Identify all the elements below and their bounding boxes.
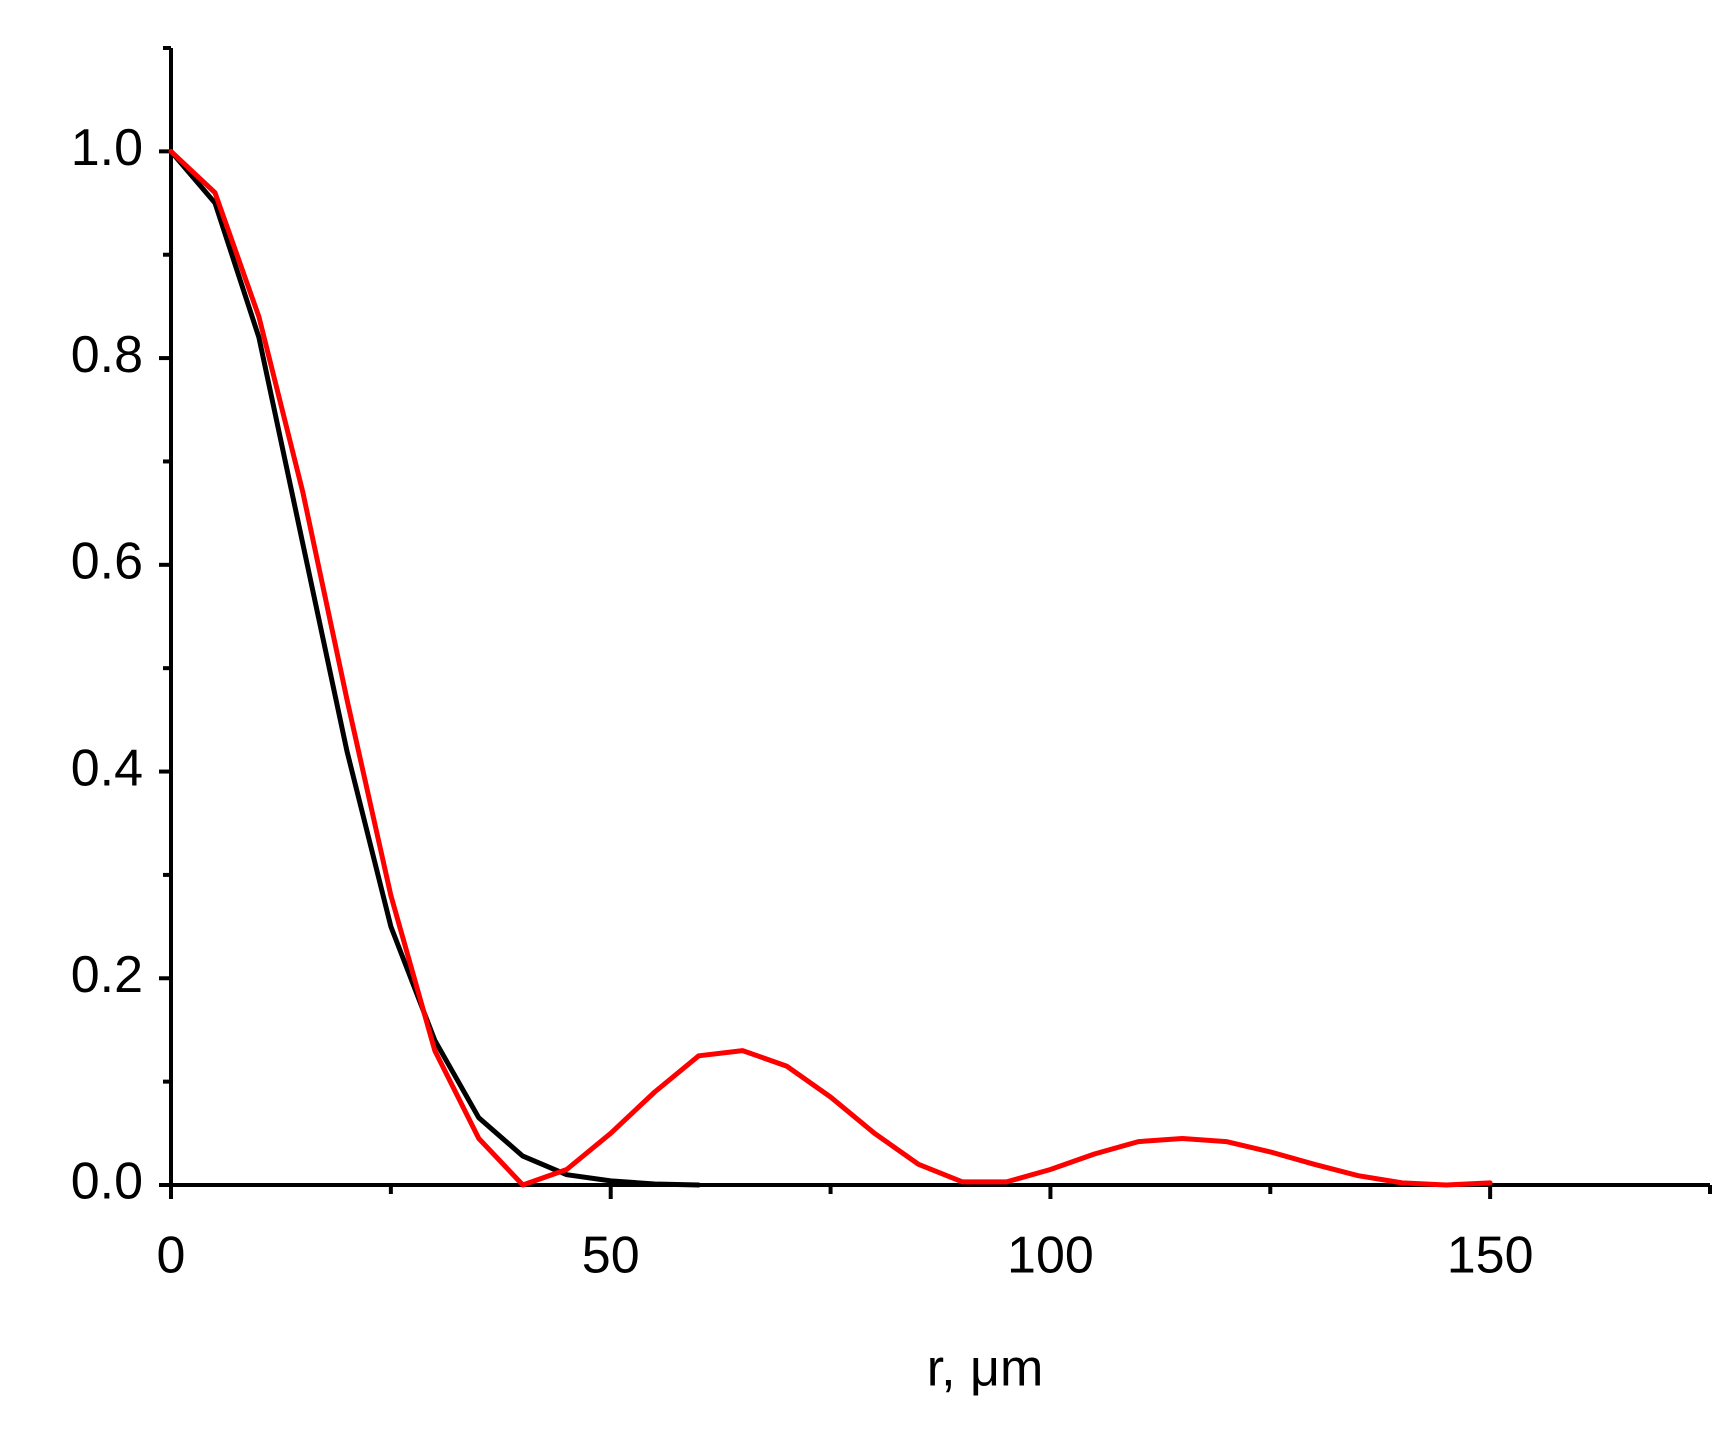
x-tick-label: 50 — [582, 1227, 640, 1285]
line-series — [168, 148, 702, 1188]
x-tick-label: 100 — [1007, 1227, 1094, 1285]
x-tick-label: 150 — [1447, 1227, 1534, 1285]
y-tick-label: 0.6 — [71, 533, 143, 591]
y-tick-label: 0.2 — [71, 946, 143, 1004]
y-tick-label: 0.4 — [71, 739, 143, 797]
y-tick-label: 1.0 — [71, 119, 143, 177]
x-axis-label: r, μm — [927, 1340, 1044, 1398]
y-tick-label: 0.0 — [71, 1153, 143, 1211]
line-series — [168, 148, 1493, 1188]
x-tick-label: 0 — [157, 1227, 186, 1285]
y-tick-label: 0.8 — [71, 326, 143, 384]
